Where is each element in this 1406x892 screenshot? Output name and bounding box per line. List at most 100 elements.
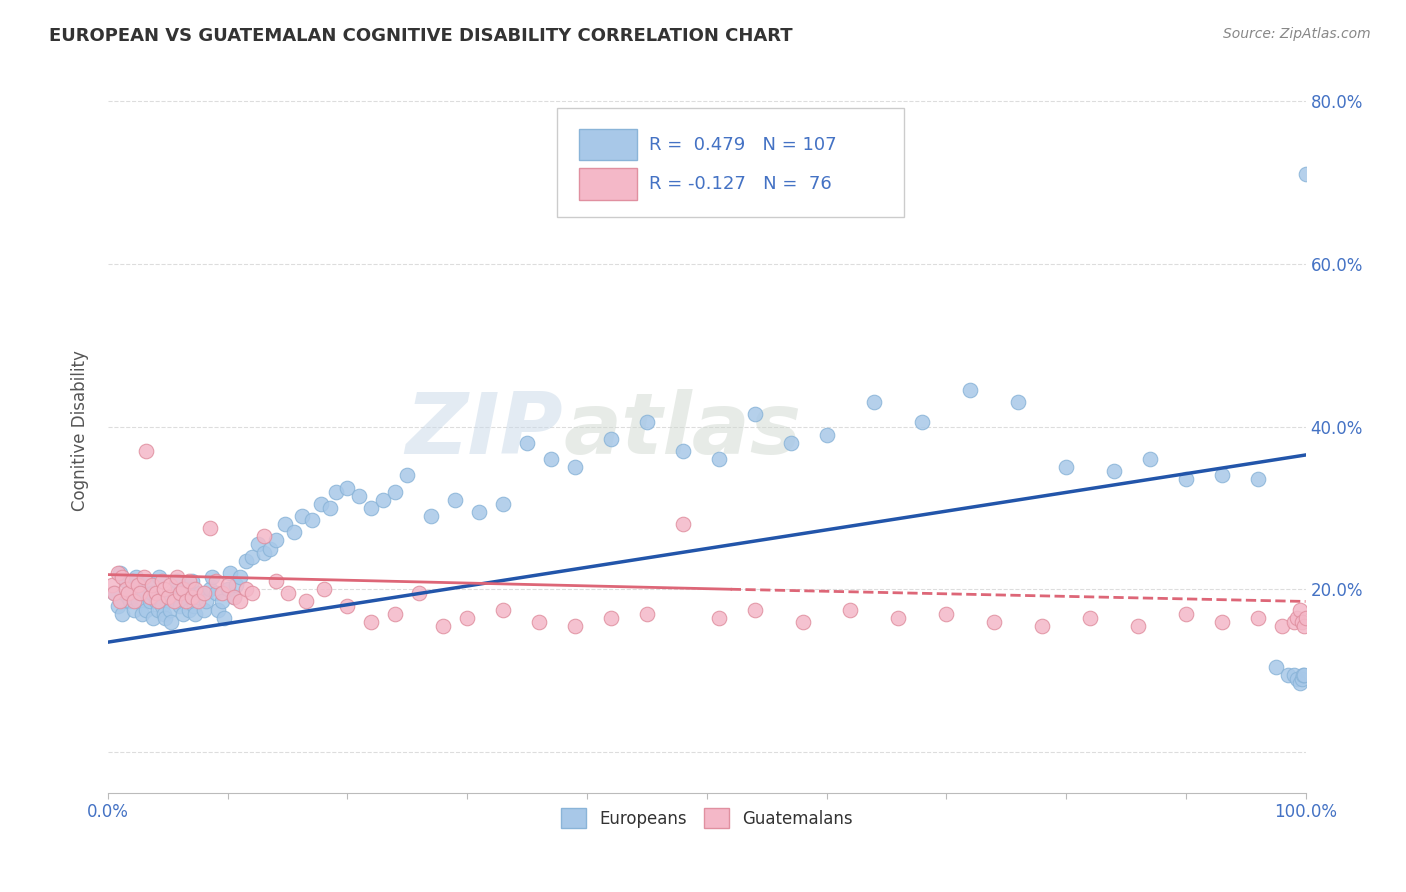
Point xyxy=(131,607,153,621)
Point xyxy=(1174,472,1197,486)
Point xyxy=(124,602,146,616)
Point xyxy=(118,594,141,608)
Point xyxy=(492,602,515,616)
Point xyxy=(384,484,406,499)
Point xyxy=(195,594,218,608)
Point xyxy=(222,591,245,605)
Point xyxy=(166,574,188,588)
Point xyxy=(100,578,122,592)
Point xyxy=(211,586,233,600)
Point xyxy=(129,578,152,592)
Point xyxy=(183,599,205,613)
Point xyxy=(1126,619,1149,633)
Point xyxy=(1007,395,1029,409)
Point xyxy=(636,607,658,621)
Point xyxy=(672,517,695,532)
Point xyxy=(1291,672,1313,686)
Point xyxy=(187,591,209,605)
Point xyxy=(180,574,202,588)
Point xyxy=(188,586,211,600)
Point xyxy=(153,607,176,621)
Point xyxy=(1102,464,1125,478)
Point xyxy=(1246,472,1268,486)
Point xyxy=(141,578,163,592)
Point xyxy=(222,591,245,605)
Point xyxy=(172,582,194,597)
Point xyxy=(1264,659,1286,673)
Point xyxy=(1054,460,1077,475)
Point xyxy=(172,586,194,600)
Point xyxy=(274,517,297,532)
Point xyxy=(127,578,149,592)
Point xyxy=(155,611,177,625)
Point xyxy=(193,586,215,600)
Point xyxy=(863,395,886,409)
Point xyxy=(150,599,173,613)
Point xyxy=(396,468,419,483)
Text: Source: ZipAtlas.com: Source: ZipAtlas.com xyxy=(1223,27,1371,41)
Point xyxy=(336,481,359,495)
Point xyxy=(139,591,162,605)
Point xyxy=(911,416,934,430)
Point xyxy=(360,500,382,515)
Point xyxy=(163,594,186,608)
Y-axis label: Cognitive Disability: Cognitive Disability xyxy=(72,351,89,511)
Point xyxy=(312,582,335,597)
Point xyxy=(636,416,658,430)
Point xyxy=(264,574,287,588)
Point xyxy=(1294,619,1316,633)
Point xyxy=(432,619,454,633)
Point xyxy=(1211,615,1233,629)
Point xyxy=(135,444,157,458)
Point xyxy=(815,427,838,442)
Point xyxy=(600,611,623,625)
Point xyxy=(564,460,586,475)
Point xyxy=(153,582,176,597)
Point xyxy=(349,489,371,503)
Point xyxy=(156,591,179,605)
Point xyxy=(240,586,263,600)
Point xyxy=(184,607,207,621)
Point xyxy=(253,546,276,560)
Point xyxy=(1292,667,1315,681)
Point xyxy=(277,586,299,600)
Point xyxy=(1277,667,1299,681)
Point xyxy=(115,574,138,588)
Point xyxy=(180,591,202,605)
Point xyxy=(983,615,1005,629)
Point xyxy=(1031,619,1053,633)
Point xyxy=(468,505,491,519)
Point xyxy=(117,586,139,600)
Text: EUROPEAN VS GUATEMALAN COGNITIVE DISABILITY CORRELATION CHART: EUROPEAN VS GUATEMALAN COGNITIVE DISABIL… xyxy=(49,27,793,45)
Point xyxy=(108,566,131,580)
Point xyxy=(283,525,305,540)
Point xyxy=(707,452,730,467)
Point xyxy=(139,594,162,608)
Point xyxy=(444,492,467,507)
Point xyxy=(135,602,157,616)
Point xyxy=(1288,602,1310,616)
Point xyxy=(1295,167,1317,181)
Point xyxy=(744,407,766,421)
Point xyxy=(184,582,207,597)
Point xyxy=(121,574,143,588)
Point xyxy=(159,578,181,592)
Point xyxy=(148,594,170,608)
Point xyxy=(107,566,129,580)
Point xyxy=(212,611,235,625)
Point xyxy=(177,582,200,597)
Point xyxy=(219,566,242,580)
Point xyxy=(456,611,478,625)
Point xyxy=(707,611,730,625)
Point xyxy=(291,508,314,523)
Point xyxy=(259,541,281,556)
Point xyxy=(264,533,287,548)
Point xyxy=(159,602,181,616)
Point xyxy=(318,500,340,515)
Point xyxy=(1286,672,1309,686)
Point xyxy=(1211,468,1233,483)
Point xyxy=(129,586,152,600)
Point xyxy=(246,537,269,551)
Text: R = -0.127   N =  76: R = -0.127 N = 76 xyxy=(650,176,832,194)
Point xyxy=(179,574,201,588)
